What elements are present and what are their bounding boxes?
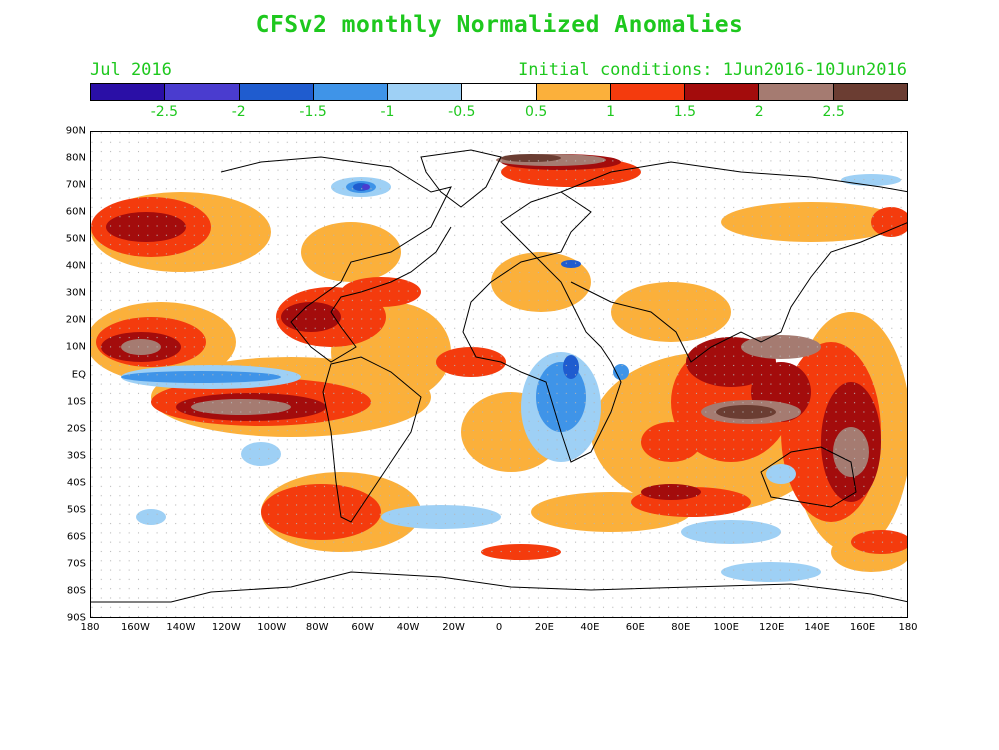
coastlines (91, 149, 907, 603)
colorbar-label: -1.5 (299, 104, 327, 120)
latitude-label: 80N (65, 152, 86, 164)
colorbar-swatch (536, 84, 611, 100)
latitude-label: 10N (65, 341, 86, 353)
colorbar-label: 1 (606, 104, 615, 120)
longitude-label: 180 (80, 622, 100, 633)
longitude-label: 140E (804, 622, 830, 633)
latitude-label: 70N (65, 179, 86, 191)
longitude-label: 80E (671, 622, 691, 633)
colorbar-label: -2.5 (150, 104, 179, 120)
colorbar-labels: -2.5 -2 -1.5 -1 -0.5 0.5 1 1.5 2 2.5 (90, 104, 908, 120)
colorbar-swatch (759, 84, 834, 100)
longitude-labels: 180 160W 140W 120W 100W 80W 60W 40W 20W 0 20E 40E 60… (80, 622, 917, 636)
longitude-label: 160W (120, 622, 150, 633)
longitude-label: 20E (534, 622, 554, 633)
colorbar-swatch (388, 84, 463, 100)
latitude-label: EQ (71, 369, 86, 380)
grid-dots (91, 132, 907, 617)
chart-title: CFSv2 monthly Normalized Anomalies (255, 12, 744, 38)
latitude-label: 30N (65, 287, 86, 299)
latitude-label: 70S (66, 558, 86, 570)
longitude-label: 80W (305, 622, 329, 633)
colorbar-swatch (833, 84, 907, 100)
longitude-label: 120W (211, 622, 241, 633)
longitude-label: 40W (396, 622, 420, 633)
colorbar-label: -1 (380, 104, 395, 120)
longitude-label: 40E (580, 622, 600, 633)
latitude-label: 90N (65, 125, 86, 137)
longitude-label: 120E (758, 622, 785, 633)
latitude-label: 20N (65, 314, 86, 326)
latitude-label: 40S (66, 477, 86, 489)
colorbar-label: 2 (754, 104, 764, 120)
latitude-label: 50S (66, 504, 86, 516)
longitude-label: 180 (898, 622, 918, 633)
colorbar-swatch (313, 84, 389, 100)
colorbar-label: -2 (231, 104, 246, 120)
colorbar-label: 1.5 (673, 104, 697, 120)
colorbar-label: 0.5 (525, 104, 548, 120)
colorbar-swatch (239, 84, 314, 100)
colorbar-swatch (462, 84, 537, 100)
anomaly-map (90, 131, 908, 618)
latitude-label: 90S (66, 612, 86, 624)
longitude-label: 100E (713, 622, 739, 633)
colorbar-label: -0.5 (448, 104, 476, 120)
latitude-label: 40N (65, 260, 86, 272)
colorbar-swatch (610, 84, 686, 100)
latitude-label: 80S (66, 585, 86, 597)
longitude-label: 160E (849, 622, 876, 633)
latitude-label: 60N (65, 206, 86, 218)
longitude-label: 0 (495, 622, 503, 633)
latitude-label: 60S (66, 531, 86, 543)
colorbar-swatch (91, 84, 166, 100)
colorbar-label: 2.5 (822, 104, 845, 120)
latitude-label: 20S (66, 423, 86, 435)
longitude-label: 20W (442, 622, 465, 633)
longitude-label: 60W (351, 622, 374, 633)
latitude-label: 30S (66, 450, 86, 462)
latitude-label: 10S (66, 396, 86, 408)
colorbar (90, 83, 908, 101)
latitude-labels: 90N 80N 70N 60N 50N 40N 30N 20N 10N EQ 10S 20S 30S 40… (0, 126, 86, 624)
longitude-label: 60E (625, 622, 645, 633)
colorbar-swatch (685, 84, 760, 100)
colorbar-swatch (165, 84, 240, 100)
longitude-label: 140W (166, 622, 196, 633)
anomaly-map-svg (91, 132, 907, 617)
forecast-month: Jul 2016 (90, 60, 172, 80)
latitude-label: 50N (65, 233, 86, 245)
initial-conditions: Initial conditions: 1Jun2016-10Jun2016 (518, 60, 907, 80)
longitude-label: 100W (257, 622, 287, 633)
